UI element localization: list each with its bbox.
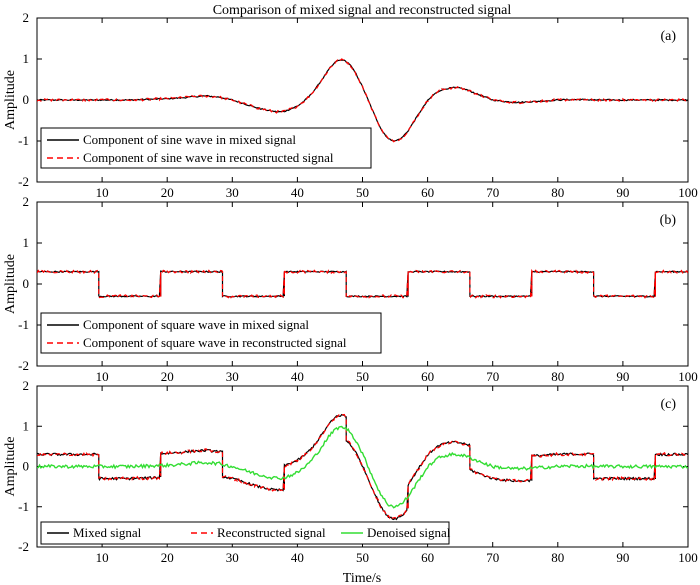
x-tick-label: 20	[161, 550, 174, 565]
x-tick-label: 90	[616, 185, 629, 200]
series-group	[37, 268, 688, 299]
x-axis-label: Time/s	[343, 571, 381, 585]
panel-tag: (a)	[660, 29, 676, 44]
x-tick-label: 70	[486, 369, 499, 384]
legend: Component of sine wave in mixed signal Co…	[40, 127, 372, 169]
y-tick-label: -2	[18, 358, 29, 373]
panel-2: 10 20 30 40 50 60 70 80 90 100 -2 -1 0 1 2 Amplitude (b)…	[3, 194, 698, 384]
y-tick-label: -2	[18, 539, 29, 554]
x-tick-label: 100	[678, 369, 698, 384]
x-tick-label: 90	[616, 550, 629, 565]
x-tick-label: 50	[356, 369, 369, 384]
legend-label: Component of square wave in reconstructe…	[83, 335, 347, 350]
y-tick-label: 1	[23, 418, 30, 433]
x-tick-label: 40	[291, 185, 304, 200]
x-tick-label: 100	[678, 185, 698, 200]
y-tick-label: 1	[23, 235, 30, 250]
x-tick-label: 90	[616, 369, 629, 384]
legend: Mixed signal Reconstructed signal Denoised…	[40, 521, 451, 545]
panels: 10 20 30 40 50 60 70 80 90 100-2-1012Amplitude(a)…	[3, 10, 698, 565]
x-tick-label: 100	[678, 550, 698, 565]
x-tick-label: 50	[356, 185, 369, 200]
y-tick-label: 0	[23, 92, 30, 107]
x-tick-label: 60	[421, 185, 434, 200]
series-group	[37, 413, 688, 521]
x-tick-label: 20	[161, 369, 174, 384]
y-tick-label: 0	[23, 276, 30, 291]
legend-label: Mixed signal	[73, 525, 142, 540]
x-tick-label: 60	[421, 369, 434, 384]
x-tick-label: 10	[96, 369, 109, 384]
y-axis-label: Amplitude	[3, 70, 18, 130]
panel-3: 10 20 30 40 50 60 70 80 90 100 -2 -1 0 1 2 Amplitude (c)…	[3, 378, 698, 565]
chart-title: Comparison of mixed signal and reconstru…	[213, 3, 512, 18]
x-tick-label: 30	[226, 369, 239, 384]
x-tick-label: 80	[551, 550, 564, 565]
x-tick-label: 20	[161, 185, 174, 200]
y-tick-label: 0	[23, 459, 30, 474]
y-axis-label: Amplitude	[3, 437, 18, 497]
legend-label: Component of sine wave in mixed signal	[83, 132, 296, 147]
series-line-denoised	[37, 425, 688, 509]
x-tick-label: 40	[291, 369, 304, 384]
y-tick-label: 1	[23, 51, 30, 66]
panel-1: 10 20 30 40 50 60 70 80 90 100 -2 -1 0 1 2 Amplitude (a)…	[3, 10, 698, 200]
legend: Component of square wave in mixed signal…	[40, 312, 382, 354]
y-tick-label: -2	[18, 174, 29, 189]
x-tick-label: 70	[486, 550, 499, 565]
series-line-square-reconstructed	[37, 268, 688, 299]
y-tick-label: 2	[23, 10, 30, 25]
legend-label: Component of sine wave in reconstructed …	[83, 150, 334, 165]
y-axis-label: Amplitude	[3, 254, 18, 314]
y-tick-label: 2	[23, 378, 30, 393]
y-tick-label: 2	[23, 194, 30, 209]
x-tick-label: 40	[291, 550, 304, 565]
legend-box	[40, 312, 382, 354]
x-tick-label: 80	[551, 185, 564, 200]
series-line-sine-reconstructed	[37, 58, 688, 143]
legend-box	[40, 127, 372, 169]
y-tick-label: -1	[18, 499, 29, 514]
y-tick-label: -1	[18, 133, 29, 148]
x-tick-label: 50	[356, 550, 369, 565]
legend-label: Component of square wave in mixed signal	[83, 317, 309, 332]
series-line-reconstructed	[37, 413, 688, 520]
y-tick-label: -1	[18, 317, 29, 332]
series-group	[37, 58, 688, 143]
x-tick-label: 30	[226, 550, 239, 565]
x-tick-label: 10	[96, 550, 109, 565]
legend-label: Denoised signal	[367, 525, 451, 540]
legend-label: Reconstructed signal	[217, 525, 326, 540]
x-tick-label: 10	[96, 185, 109, 200]
x-tick-label: 60	[421, 550, 434, 565]
panel-tag: (b)	[660, 213, 677, 228]
x-tick-label: 70	[486, 185, 499, 200]
x-tick-label: 80	[551, 369, 564, 384]
legend-box	[40, 521, 450, 545]
panel-tag: (c)	[660, 397, 676, 412]
x-tick-label: 30	[226, 185, 239, 200]
